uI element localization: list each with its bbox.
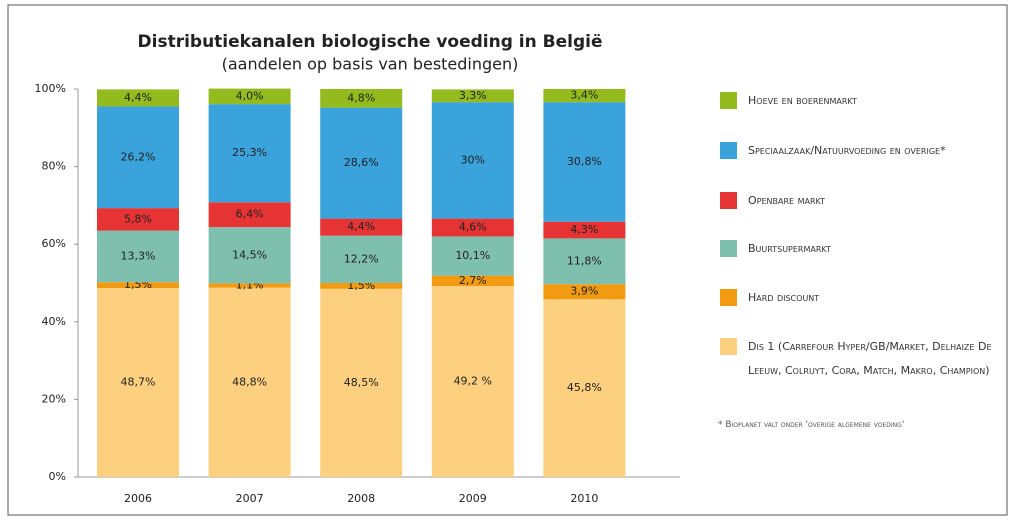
value-label: 4,0% bbox=[236, 89, 264, 102]
value-label: 14,5% bbox=[232, 248, 267, 261]
chart-title: Distributiekanalen biologische voeding i… bbox=[138, 32, 603, 52]
legend-label: Hoeve en boerenmarkt bbox=[748, 94, 857, 107]
y-tick-label: 0% bbox=[49, 470, 66, 483]
bar-segment bbox=[320, 218, 403, 236]
legend-swatch bbox=[720, 192, 737, 209]
bar-segment bbox=[543, 284, 626, 300]
frame bbox=[7, 4, 1008, 516]
x-tick-label: 2009 bbox=[459, 492, 487, 505]
footnote: * Bioplanet valt onder 'overige algemene… bbox=[718, 420, 905, 430]
bar-segment bbox=[431, 275, 514, 287]
legend-swatch bbox=[720, 142, 737, 159]
x-tick-label: 2010 bbox=[570, 492, 598, 505]
bar-segment bbox=[431, 89, 514, 103]
bar-segment bbox=[208, 227, 291, 284]
value-label: 2,7% bbox=[459, 274, 487, 287]
x-tick-label: 2006 bbox=[124, 492, 152, 505]
y-tick-label: 80% bbox=[42, 160, 66, 173]
value-label: 26,2% bbox=[121, 150, 156, 163]
x-tick-label: 2008 bbox=[347, 492, 375, 505]
value-label: 10,1% bbox=[455, 249, 490, 262]
bar-segment bbox=[320, 235, 403, 283]
value-label: 12,2% bbox=[344, 252, 379, 265]
bar-segment bbox=[320, 283, 403, 289]
value-label: 4,6% bbox=[459, 221, 487, 234]
y-tick-label: 60% bbox=[42, 237, 66, 250]
legend-label: Openbare markt bbox=[748, 194, 826, 207]
bar-segment bbox=[543, 221, 626, 239]
value-label: 4,3% bbox=[570, 223, 598, 236]
value-label: 3,9% bbox=[570, 285, 598, 298]
legend-swatch bbox=[720, 338, 737, 355]
bar-segment bbox=[320, 107, 403, 219]
value-label: 48,5% bbox=[344, 376, 379, 389]
bar-segment bbox=[208, 104, 291, 203]
bar-segment bbox=[97, 208, 179, 231]
bar-segment bbox=[208, 88, 291, 105]
value-label: 48,7% bbox=[121, 376, 156, 389]
value-label: 11,8% bbox=[567, 254, 602, 267]
y-tick-label: 100% bbox=[35, 82, 66, 95]
bar-segment bbox=[208, 202, 291, 228]
value-label: 4,8% bbox=[347, 91, 375, 104]
legend-label: Buurtsupermarkt bbox=[748, 242, 831, 255]
x-tick-label: 2007 bbox=[236, 492, 264, 505]
value-label: 25,3% bbox=[232, 146, 267, 159]
value-label: 28,6% bbox=[344, 156, 379, 169]
value-label: 4,4% bbox=[124, 91, 152, 104]
bar-segment bbox=[208, 283, 291, 288]
legend-swatch bbox=[720, 289, 737, 306]
legend-label: Dis 1 (Carrefour Hyper/GB/Market, Delhai… bbox=[748, 340, 992, 377]
bar-segment bbox=[208, 287, 291, 477]
value-label: 5,8% bbox=[124, 212, 152, 225]
value-label: 3,4% bbox=[570, 89, 598, 102]
bar-segment bbox=[431, 286, 514, 477]
bar-segment bbox=[97, 89, 179, 107]
bar-segment bbox=[97, 288, 179, 477]
value-label: 13,3% bbox=[121, 249, 156, 262]
bar-segment bbox=[431, 236, 514, 276]
bar-segment bbox=[320, 288, 403, 477]
value-label: 4,4% bbox=[347, 220, 375, 233]
legend-label: Hard discount bbox=[748, 291, 820, 304]
value-label: 30% bbox=[461, 153, 485, 166]
value-label: 6,4% bbox=[236, 208, 264, 221]
bar-segment bbox=[543, 102, 626, 222]
bar-segment bbox=[97, 106, 179, 209]
value-label: 30,8% bbox=[567, 155, 602, 168]
bar-segment bbox=[543, 299, 626, 477]
y-tick-label: 40% bbox=[42, 315, 66, 328]
legend-swatch bbox=[720, 92, 737, 109]
legend-swatch bbox=[720, 240, 737, 257]
value-label: 48,8% bbox=[232, 375, 267, 388]
value-label: 3,3% bbox=[459, 89, 487, 102]
value-label: 45,8% bbox=[567, 381, 602, 394]
legend-label: Speciaalzaak/Natuurvoeding en overige* bbox=[748, 144, 946, 157]
value-label: 49,2 % bbox=[454, 375, 492, 388]
chart-subtitle: (aandelen op basis van bestedingen) bbox=[222, 55, 519, 74]
bar-segment bbox=[97, 282, 179, 289]
bar-segment bbox=[97, 230, 179, 283]
bar-segment bbox=[543, 89, 626, 103]
bar-segment bbox=[543, 238, 626, 285]
bar-segment bbox=[431, 102, 514, 219]
bar-segment bbox=[320, 89, 403, 108]
bar-segment bbox=[431, 218, 514, 237]
y-tick-label: 20% bbox=[42, 392, 66, 405]
